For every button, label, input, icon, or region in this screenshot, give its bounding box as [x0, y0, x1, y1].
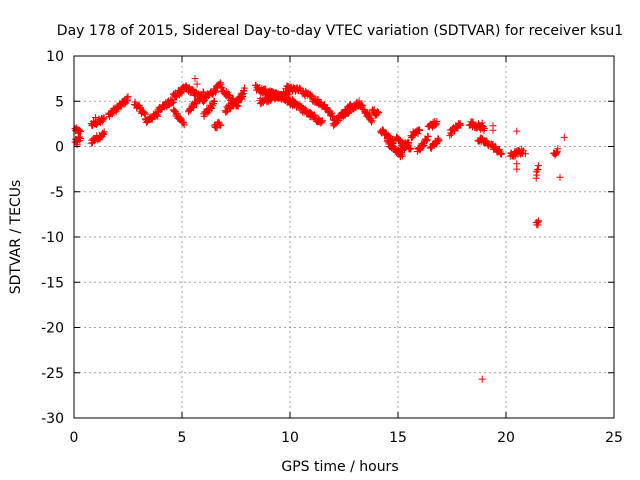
data-point-1001 — [433, 117, 441, 125]
data-point-925 — [407, 145, 415, 153]
y-tick-label: 5 — [55, 94, 64, 110]
data-point-1156 — [193, 80, 201, 88]
y-tick-label: -25 — [41, 366, 64, 382]
data-point-1021 — [447, 129, 455, 137]
y-tick-label: 10 — [46, 49, 64, 65]
data-point-1159 — [489, 126, 497, 134]
data-point-1039 — [457, 121, 465, 129]
data-point-1155 — [191, 75, 199, 83]
data-point-21 — [77, 135, 84, 142]
data-point-220 — [177, 89, 185, 97]
data-points — [71, 75, 568, 383]
data-point-1168 — [478, 375, 486, 383]
data-point-1140 — [534, 162, 542, 170]
y-axis-label: SDTVAR / TECUs — [8, 180, 24, 295]
data-point-828 — [368, 118, 375, 126]
x-tick-label: 10 — [281, 430, 299, 446]
data-point-121 — [136, 104, 144, 112]
data-point-359 — [217, 121, 225, 129]
data-point-1110 — [498, 150, 506, 158]
data-point-1018 — [435, 137, 443, 145]
x-tick-label: 15 — [389, 430, 407, 446]
data-point-834 — [370, 106, 378, 114]
x-tick-label: 25 — [605, 430, 623, 446]
data-point-46 — [100, 114, 108, 122]
data-point-1109 — [497, 150, 505, 158]
data-point-316 — [212, 87, 220, 95]
data-point-1154 — [554, 145, 562, 153]
data-point-810 — [358, 101, 366, 109]
data-point-842 — [375, 109, 383, 116]
data-point-924 — [406, 144, 414, 152]
data-point-324 — [216, 79, 224, 87]
data-point-184 — [169, 98, 177, 106]
data-point-1066 — [479, 123, 487, 131]
grid-lines — [74, 56, 614, 418]
data-point-805 — [355, 97, 363, 105]
data-point-736 — [328, 112, 336, 120]
data-point-192 — [173, 110, 181, 118]
data-point-1167 — [556, 173, 564, 181]
data-point-430 — [236, 94, 244, 102]
data-point-946 — [405, 138, 413, 146]
data-point-199 — [177, 115, 185, 123]
data-point-205 — [180, 121, 188, 129]
data-point-86 — [112, 108, 120, 116]
data-point-346 — [210, 98, 218, 105]
data-point-105 — [122, 98, 130, 106]
data-point-963 — [416, 127, 424, 134]
data-point-10 — [77, 128, 84, 136]
x-axis-label: GPS time / hours — [281, 459, 398, 475]
y-tick-label: -20 — [41, 321, 64, 337]
data-point-829 — [368, 117, 376, 125]
data-point-1160 — [513, 127, 521, 135]
data-point-784 — [344, 109, 352, 117]
data-point-695 — [307, 91, 314, 99]
y-tick-label: -5 — [50, 185, 64, 201]
data-point-1164 — [532, 168, 540, 176]
data-point-1157 — [478, 119, 486, 127]
data-point-109 — [124, 93, 132, 101]
data-point-1162 — [513, 165, 521, 173]
data-point-698 — [308, 92, 316, 100]
chart-title: Day 178 of 2015, Sidereal Day-to-day VTE… — [57, 23, 623, 39]
data-point-1163 — [521, 150, 529, 158]
data-point-9 — [76, 127, 84, 135]
data-point-1166 — [560, 133, 568, 141]
y-tick-label: 0 — [55, 140, 64, 156]
y-tick-label: -10 — [41, 230, 64, 246]
data-point-189 — [172, 108, 179, 116]
data-point-68 — [99, 129, 107, 137]
data-point-1068 — [480, 125, 488, 132]
data-point-1136 — [532, 174, 540, 182]
data-point-71 — [100, 128, 108, 136]
data-point-1170 — [92, 114, 100, 121]
data-point-273 — [189, 104, 197, 112]
data-point-984 — [424, 133, 432, 140]
x-tick-label: 5 — [178, 430, 187, 446]
data-point-976 — [420, 142, 428, 149]
data-point-648 — [301, 105, 309, 113]
data-point-1165 — [534, 217, 542, 225]
y-tick-label: -30 — [41, 411, 64, 427]
y-tick-label: -15 — [41, 275, 64, 291]
data-point-409 — [230, 102, 238, 110]
x-tick-label: 20 — [497, 430, 515, 446]
data-point-1169 — [73, 141, 81, 149]
data-point-438 — [241, 84, 249, 92]
x-tick-label: 0 — [70, 430, 79, 446]
axis-ticks: 0 5 10 15 20 25 -30 -25 -20 -15 -10 -5 0 5 10 — [41, 49, 623, 446]
data-point-680 — [318, 117, 326, 125]
data-point-981 — [423, 137, 431, 145]
data-point-974 — [419, 143, 427, 151]
